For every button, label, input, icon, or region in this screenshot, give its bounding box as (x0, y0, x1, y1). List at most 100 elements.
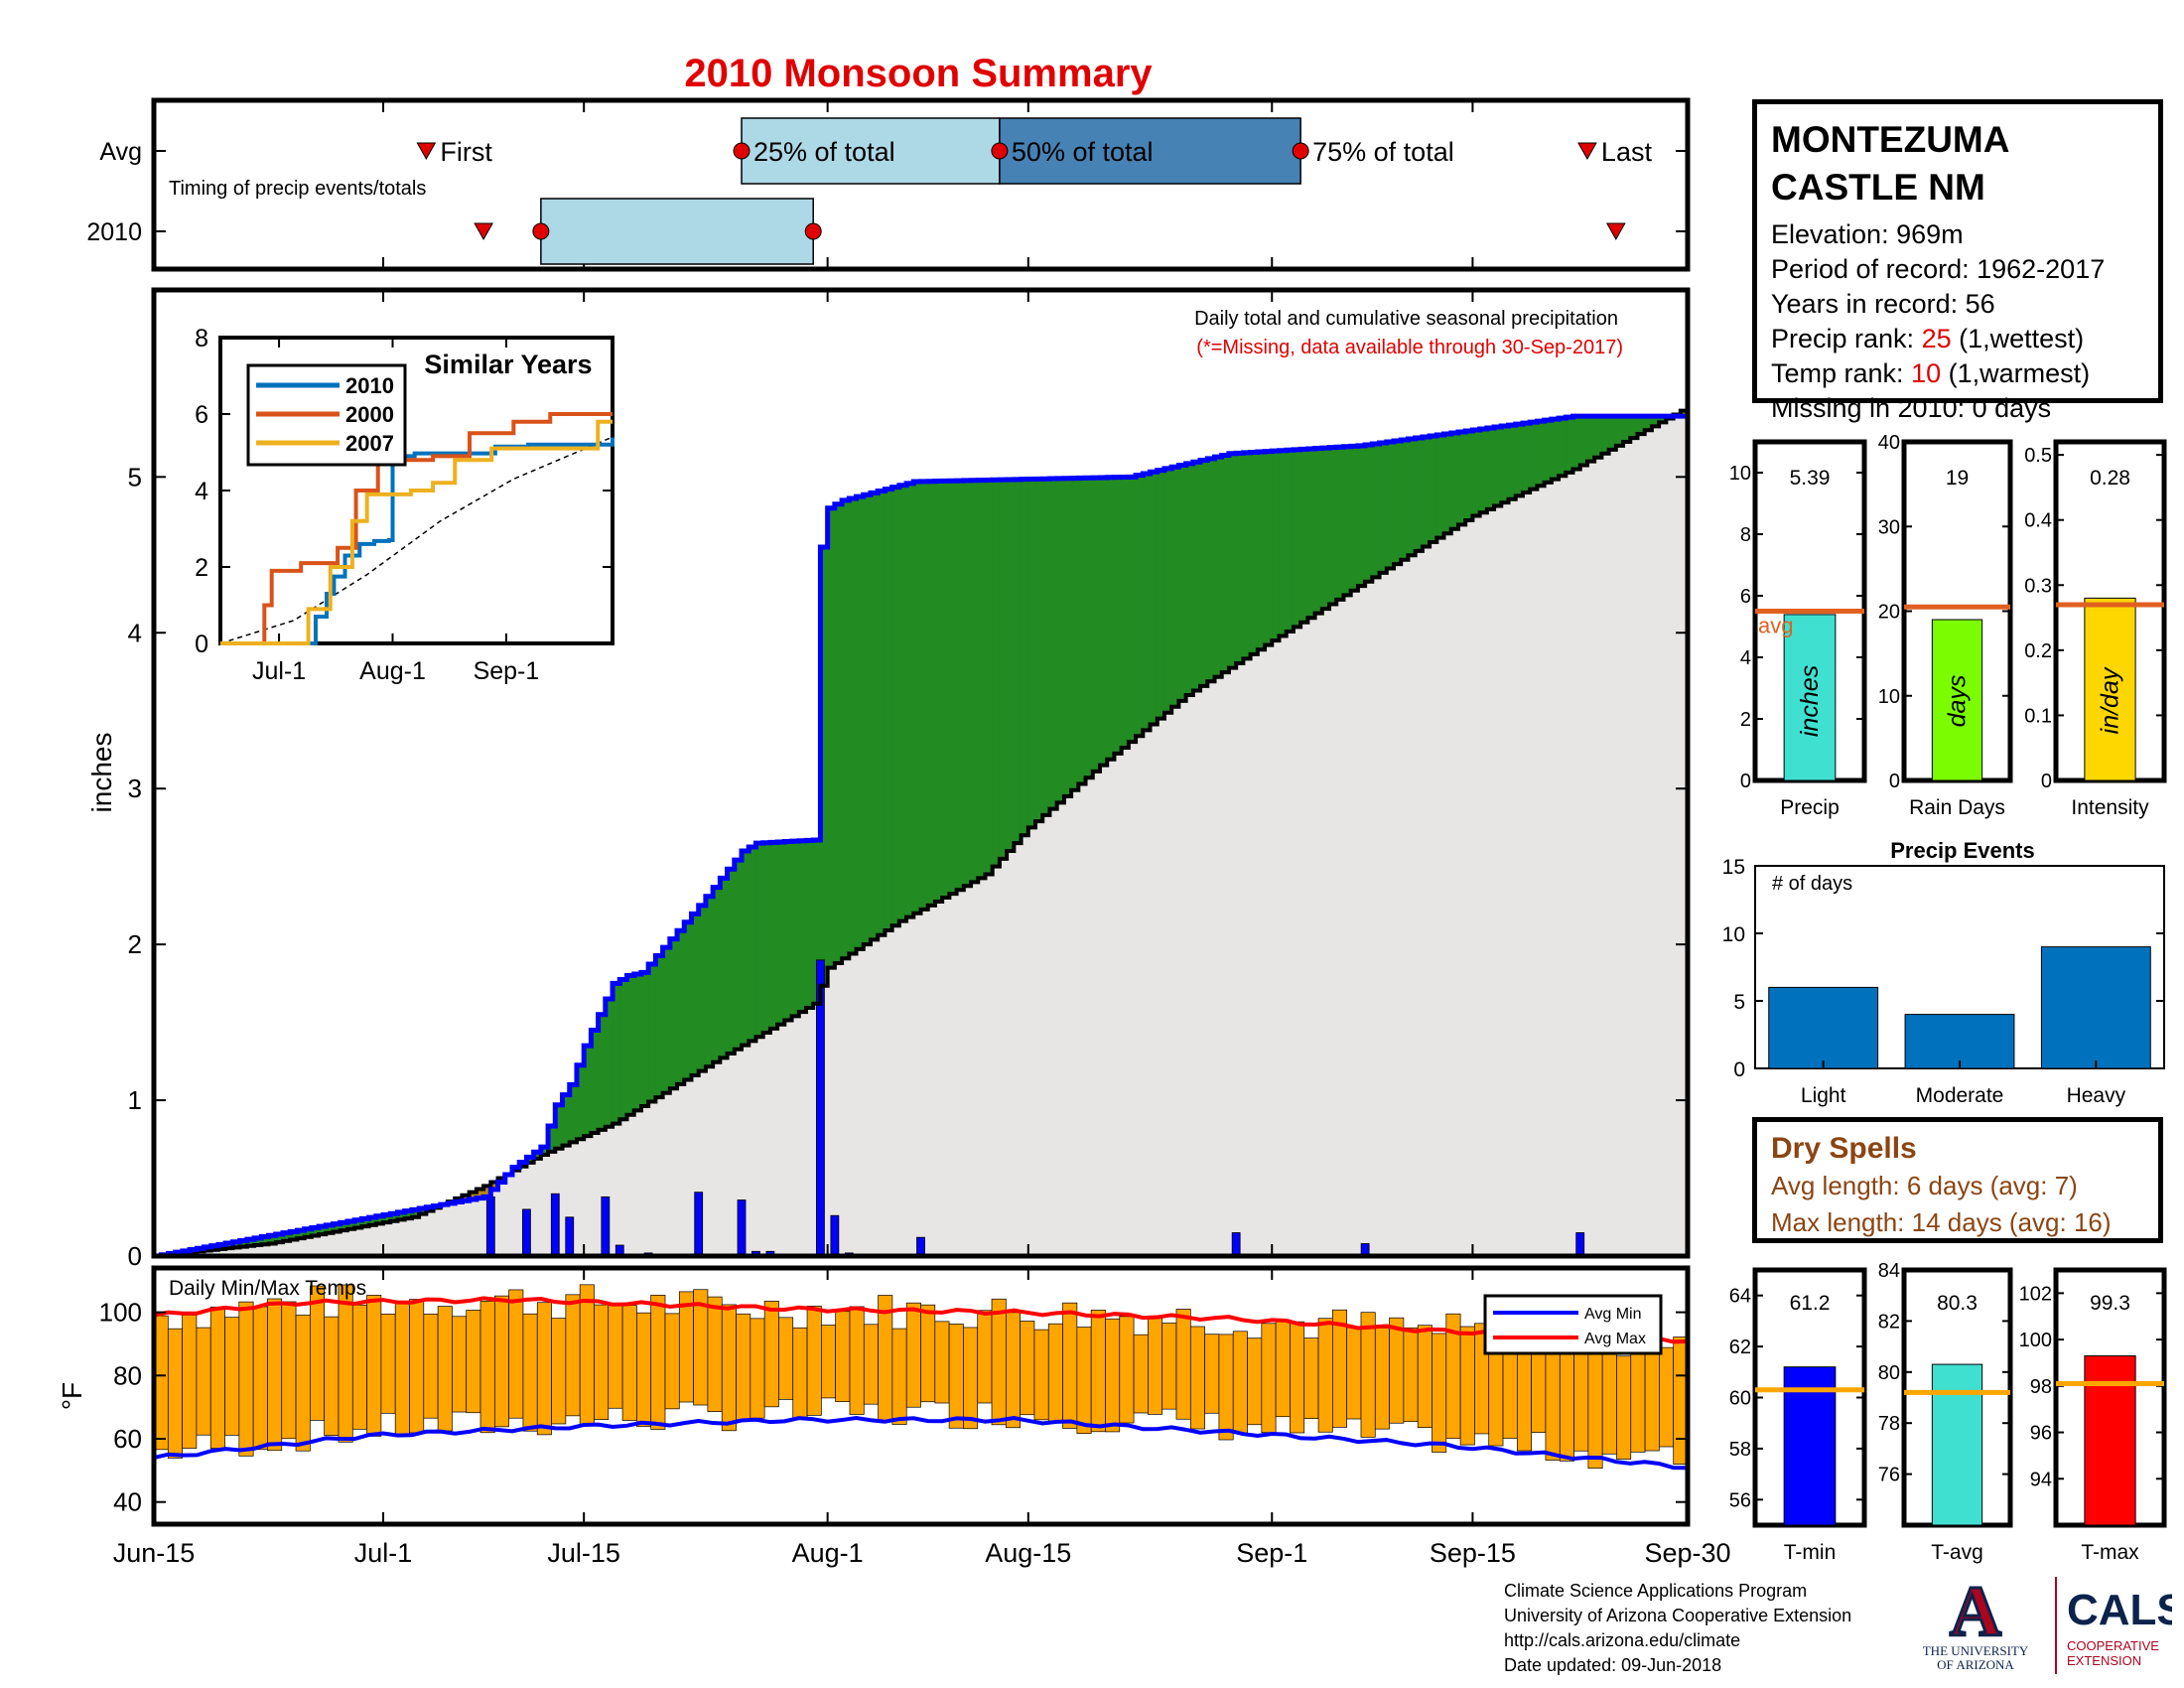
avg-p50-label: 50% of total (1012, 137, 1154, 167)
inset-ytick-label: 4 (195, 478, 208, 505)
daily-temp-bar (409, 1299, 425, 1434)
cum-above-avg-area (1501, 426, 1510, 503)
daily-temp-bar (1076, 1327, 1092, 1435)
cum-above-avg-area (1551, 419, 1560, 480)
daily-precip-bar (601, 1196, 611, 1257)
university-of-arizona-logo[interactable]: A THE UNIVERSITY OF ARIZONA (1916, 1574, 2035, 1673)
daily-temp-bar (621, 1305, 637, 1421)
stat-bar-2 (2084, 597, 2136, 781)
avg-p50-marker (991, 142, 1009, 160)
cum-above-avg-area (533, 1152, 542, 1159)
cum-above-avg-area (1221, 455, 1230, 673)
cum-above-avg-area (1379, 442, 1388, 573)
daily-temp-bar (763, 1300, 779, 1408)
ua-logo-letter: A (1950, 1574, 2001, 1651)
daily-precip-bar (737, 1199, 747, 1257)
cum-above-avg-area (863, 494, 872, 945)
cum-above-avg-area (1357, 445, 1366, 587)
daily-precip-bar (485, 1196, 495, 1257)
cum-ytick-label: 0 (128, 1241, 142, 1271)
main-xtick-label: Aug-15 (985, 1538, 1071, 1568)
daily-precip-bar (916, 1236, 925, 1257)
station-years: Years in record: 56 (1771, 289, 1995, 319)
cum-above-avg-area (1450, 433, 1459, 529)
cum-above-avg-area (404, 1210, 413, 1219)
daily-temp-bar (182, 1315, 198, 1449)
dry-spells-box: Dry Spells Avg length: 6 days (avg: 7) M… (1752, 1117, 2163, 1243)
daily-temp-bar (551, 1318, 567, 1425)
stat-ytick-label: 30 (1878, 516, 1900, 538)
cum-above-avg-area (254, 1237, 262, 1246)
daily-temp-bar (1659, 1346, 1675, 1448)
cum-above-avg-area (1508, 425, 1517, 499)
cals-logo[interactable]: CALS COOPERATIVE EXTENSION (2053, 1577, 2172, 1676)
cum-above-avg-area (1114, 477, 1123, 754)
cum-above-avg-area (1579, 416, 1588, 466)
cum-above-avg-area (1644, 416, 1653, 431)
temps-legend (1483, 1294, 1663, 1355)
cum-above-avg-area (769, 842, 778, 1029)
events-xtick-label: Light (1801, 1084, 1846, 1107)
cum-above-avg-area (1300, 449, 1308, 623)
credits-line2: University of Arizona Cooperative Extens… (1504, 1606, 1852, 1625)
inset-legend-label-2007: 2007 (345, 431, 394, 456)
temp-stats-panel: 56 58 60 62 64 61.2 T-min 76 78 80 82 84 80.3 T-avg 94… (1729, 1260, 2167, 1564)
daily-temp-bar (1175, 1309, 1191, 1420)
cum-above-avg-area (584, 1046, 592, 1137)
daily-temp-bar (1644, 1348, 1660, 1452)
cum-above-avg-area (927, 481, 936, 906)
cum-above-avg-area (297, 1230, 306, 1239)
cum-above-avg-area (827, 507, 836, 968)
daily-temp-bar (863, 1324, 879, 1405)
cum-above-avg-area (619, 979, 627, 1120)
daily-temp-bar (1317, 1318, 1333, 1433)
daily-temp-bar (792, 1327, 808, 1419)
cum-above-avg-area (1601, 416, 1610, 454)
daily-temp-bar (721, 1304, 737, 1432)
cum-above-avg-area (1185, 463, 1194, 696)
daily-temp-bar (1218, 1334, 1234, 1441)
cum-above-avg-area (1457, 432, 1466, 525)
cum-above-avg-area (878, 491, 886, 935)
cum-above-avg-area (1178, 465, 1187, 701)
dry-spells-title: Dry Spells (1771, 1132, 1917, 1165)
events-xtick-label: Heavy (2067, 1084, 2126, 1107)
cum-above-avg-area (1007, 479, 1015, 851)
cum-ytick-label: 2 (128, 929, 142, 959)
cum-above-avg-area (1365, 444, 1373, 582)
cals-logo-line1: COOPERATIVE (2067, 1638, 2159, 1653)
daily-temp-bar (650, 1294, 666, 1430)
daily-temp-bar (891, 1328, 907, 1425)
daily-temp-bar (1119, 1316, 1135, 1424)
daily-temp-bar (1204, 1334, 1220, 1414)
cum-above-avg-area (397, 1211, 406, 1220)
credits-line3[interactable]: http://cals.arizona.edu/climate (1504, 1630, 1741, 1650)
events-xtick-label: Moderate (1916, 1084, 2004, 1107)
cum-ytick-label: 1 (128, 1085, 142, 1115)
temps-ytick-label: 100 (99, 1298, 142, 1328)
cum-above-avg-area (777, 841, 785, 1025)
daily-temp-bar (1047, 1323, 1063, 1423)
cum-above-avg-area (1486, 428, 1495, 509)
cum-above-avg-area (1372, 443, 1381, 578)
stat-ytick-label: 0.3 (2024, 575, 2052, 597)
events-ytick-label: 10 (1722, 923, 1745, 946)
cum-above-avg-area (598, 1014, 607, 1130)
daily-precip-bar (1231, 1232, 1241, 1257)
cum-frame (151, 287, 1691, 1259)
daily-temp-bar (977, 1310, 993, 1404)
stat-ytick-label: 10 (1729, 463, 1751, 485)
cum-above-avg-area (949, 481, 958, 895)
daily-temp-bar (508, 1289, 524, 1419)
cum-above-avg-area (246, 1239, 255, 1246)
cum-above-avg-area (340, 1222, 348, 1231)
cum-above-avg-area (1293, 449, 1301, 628)
daily-temp-bar (736, 1313, 751, 1421)
2010-last-marker (1605, 222, 1626, 241)
cum-above-avg-area (239, 1240, 248, 1247)
cum-above-avg-area (1350, 446, 1359, 591)
stat-ytick-label: 10 (1878, 686, 1900, 708)
daily-temp-bar (963, 1327, 979, 1430)
missing-days: Missing in 2010: 0 days (1771, 393, 2052, 423)
inset-xtick-label: Jul-1 (252, 657, 306, 685)
